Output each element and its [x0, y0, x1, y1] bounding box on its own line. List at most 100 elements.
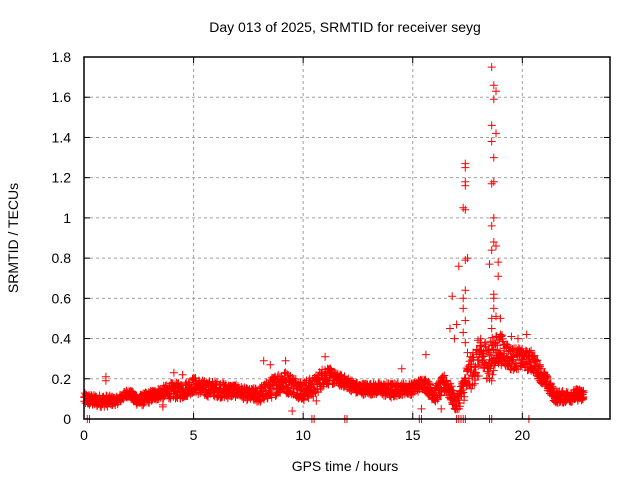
data-point-outlier	[487, 324, 496, 333]
data-point-outlier	[288, 407, 297, 415]
data-point-outlier	[487, 121, 496, 130]
data-point-outlier	[487, 376, 496, 385]
data-point-outlier	[487, 179, 496, 188]
data-point-outlier	[461, 159, 470, 168]
data-point	[447, 382, 456, 391]
data-point-outlier	[489, 338, 498, 347]
data-point	[489, 366, 498, 375]
data-point-outlier	[459, 294, 468, 303]
data-point	[484, 369, 493, 378]
data-point	[488, 333, 497, 342]
data-point-outlier	[417, 404, 426, 413]
data-point-outlier	[461, 256, 470, 265]
data-point-outlier	[459, 304, 468, 313]
data-point-outlier	[514, 334, 522, 343]
data-point-outlier	[496, 330, 505, 339]
data-point	[488, 370, 497, 379]
y-tick-label: 0.6	[52, 290, 72, 306]
data-point-outlier	[421, 350, 430, 359]
data-point	[579, 388, 588, 397]
data-point-outlier	[461, 316, 470, 325]
data-point	[476, 334, 485, 343]
data-point	[274, 371, 283, 380]
data-point-outlier	[487, 314, 496, 323]
data-point	[533, 356, 542, 365]
data-point-outlier	[507, 332, 516, 341]
data-point	[291, 375, 300, 383]
x-tick-label: 20	[515, 427, 531, 443]
data-point-outlier	[461, 338, 470, 347]
data-point-outlier	[546, 380, 555, 389]
data-point	[467, 384, 476, 393]
data-point-outlier	[492, 312, 500, 321]
data-point-outlier	[489, 213, 498, 222]
x-tick-label: 5	[190, 427, 198, 443]
data-point-outlier	[489, 290, 498, 299]
y-tick-label: 1.2	[52, 170, 72, 186]
axis-ticks: 0 0.2 0.4 0.6 0.8 1 1.2 1.4 1.6 1.8 0 5 10 15 20	[52, 49, 610, 443]
data-point-outlier	[321, 352, 330, 361]
data-point	[280, 382, 288, 391]
data-point-outlier	[535, 360, 544, 369]
y-tick-label: 1.6	[52, 89, 72, 105]
data-point-outlier	[489, 153, 498, 162]
data-point-outlier	[101, 376, 110, 385]
data-point-outlier	[450, 334, 459, 343]
data-point-outlier	[492, 242, 500, 250]
data-point-outlier	[496, 314, 505, 323]
data-point	[486, 337, 495, 346]
data-point-outlier	[522, 330, 531, 339]
x-tick-label: 0	[80, 427, 88, 443]
data-point-outlier	[281, 356, 290, 365]
grid-lines	[84, 57, 610, 419]
data-point-outlier	[527, 346, 536, 355]
x-axis-label: GPS time / hours	[292, 458, 399, 474]
data-point-outlier	[485, 260, 494, 269]
chart-title: Day 013 of 2025, SRMTID for receiver sey…	[209, 19, 481, 35]
x-tick-label: 10	[295, 427, 311, 443]
data-point	[433, 395, 442, 404]
data-point	[268, 384, 277, 393]
data-point-outlier	[437, 404, 446, 413]
data-point	[267, 393, 276, 402]
data-point-outlier	[461, 177, 470, 186]
data-point	[489, 345, 498, 354]
data-point-outlier	[312, 396, 321, 405]
y-tick-label: 1.4	[52, 129, 72, 145]
data-point-outlier	[489, 81, 498, 90]
data-point-outlier	[463, 348, 472, 357]
data-point-outlier	[461, 205, 470, 214]
data-point-outlier	[489, 95, 498, 104]
data-point	[543, 373, 552, 382]
data-point	[440, 371, 449, 380]
data-point-outlier	[266, 360, 275, 369]
data-point-outlier	[487, 137, 496, 146]
data-point-outlier	[492, 87, 500, 96]
data-point	[518, 344, 527, 353]
y-tick-label: 1	[63, 210, 71, 226]
data-point	[304, 394, 313, 403]
data-points	[80, 63, 588, 423]
plot-frame	[83, 56, 611, 420]
y-axis-label: SRMTID / TECUs	[5, 183, 21, 293]
data-point-outlier	[489, 177, 498, 186]
data-point-outlier	[487, 356, 496, 365]
data-point-outlier	[459, 328, 468, 337]
data-point-outlier	[494, 258, 503, 267]
data-point-outlier	[487, 63, 496, 72]
data-point-outlier	[489, 304, 498, 313]
x-tick-label: 15	[405, 427, 421, 443]
data-point-outlier	[489, 238, 498, 246]
data-point	[460, 392, 469, 401]
data-point-outlier	[452, 320, 461, 329]
data-point	[457, 386, 466, 395]
data-point	[508, 345, 517, 354]
data-point-outlier	[500, 344, 509, 353]
data-point-outlier	[487, 221, 496, 230]
data-point-outlier	[158, 402, 167, 411]
y-tick-label: 0.8	[52, 250, 72, 266]
y-tick-label: 0	[63, 411, 71, 427]
data-point-outlier	[459, 203, 468, 212]
data-point-outlier	[494, 272, 503, 281]
data-point-outlier	[454, 262, 463, 271]
